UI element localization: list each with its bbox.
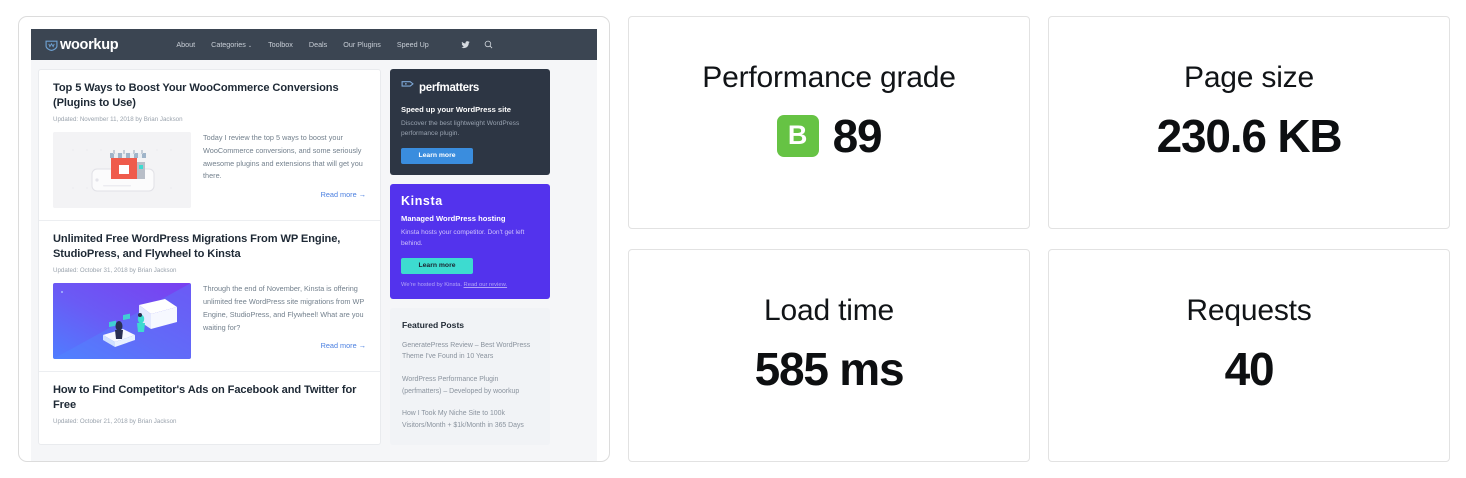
ad-headline: Speed up your WordPress site — [401, 105, 511, 114]
article-thumbnail[interactable] — [53, 283, 191, 360]
ad-learn-more-button[interactable]: Learn more — [401, 257, 473, 274]
perfmatters-logo-icon — [401, 79, 414, 97]
ad-learn-more-button[interactable]: Learn more — [401, 148, 473, 165]
article-title[interactable]: Unlimited Free WordPress Migrations From… — [53, 233, 341, 261]
read-more-link[interactable]: Read more → — [320, 341, 366, 351]
article-item[interactable]: Top 5 Ways to Boost Your WooCommerce Con… — [39, 70, 380, 222]
nav-link-speed-up[interactable]: Speed Up — [397, 40, 429, 49]
article-title[interactable]: How to Find Competitor's Ads on Facebook… — [53, 384, 357, 412]
metric-value: 230.6 KB — [1156, 109, 1343, 162]
article-meta: Updated: October 31, 2018 by Brian Jacks… — [53, 267, 177, 275]
metric-label: Load time — [764, 293, 894, 327]
site-navbar: woorkup About Categories ⌄ Toolbox Deals — [31, 29, 597, 60]
article-title[interactable]: Top 5 Ways to Boost Your WooCommerce Con… — [53, 82, 339, 110]
site-sidebar: perfmatters Speed up your WordPress site… — [390, 69, 550, 446]
metric-value-row: 230.6 KB — [1156, 109, 1343, 162]
featured-post-item[interactable]: GeneratePress Review – Best WordPress Th… — [402, 341, 531, 361]
metric-value: 89 — [832, 109, 883, 162]
kinsta-wordmark: Kinsta — [401, 194, 443, 209]
metric-value: 40 — [1224, 342, 1275, 395]
nav-link-label: Toolbox — [268, 40, 293, 49]
website-preview-viewport: woorkup About Categories ⌄ Toolbox Deals — [31, 29, 597, 461]
woocommerce-storefront-phone-illustration — [53, 132, 191, 209]
nav-link-categories[interactable]: Categories ⌄ — [211, 40, 252, 49]
ad-perfmatters[interactable]: perfmatters Speed up your WordPress site… — [390, 69, 550, 176]
article-meta: Updated: October 21, 2018 by Brian Jacks… — [53, 418, 177, 426]
featured-posts-widget: Featured Posts GeneratePress Review – Be… — [390, 307, 550, 446]
metric-card-load-time: Load time 585 ms — [628, 249, 1030, 462]
ad-brand-text: perfmatters — [419, 82, 479, 94]
featured-post-item[interactable]: How I Took My Niche Site to 100k Visitor… — [402, 410, 524, 429]
article-excerpt: Through the end of November, Kinsta is o… — [203, 284, 365, 332]
ad-footnote-text: We're hosted by Kinsta. — [401, 281, 464, 288]
metric-card-requests: Requests 40 — [1048, 249, 1450, 462]
read-more-link[interactable]: Read more → — [320, 190, 366, 200]
search-icon[interactable] — [484, 40, 493, 49]
ad-subtext: Discover the best lightweight WordPress … — [401, 120, 520, 138]
metric-label: Performance grade — [702, 60, 956, 94]
website-preview-panel: woorkup About Categories ⌄ Toolbox Deals — [18, 16, 610, 462]
featured-posts-title: Featured Posts — [402, 319, 465, 330]
metric-label: Page size — [1184, 60, 1314, 94]
metric-label: Requests — [1186, 293, 1312, 327]
nav-link-label: Deals — [308, 40, 328, 49]
nav-link-label: Our Plugins — [343, 40, 381, 49]
metric-value-row: 585 ms — [754, 342, 905, 395]
site-logo-text: woorkup — [60, 36, 119, 53]
article-excerpt-wrap: Through the end of November, Kinsta is o… — [203, 283, 366, 359]
twitter-icon[interactable] — [461, 40, 470, 49]
metric-value: 585 ms — [754, 342, 905, 395]
shield-w-icon — [45, 39, 58, 52]
nav-link-about[interactable]: About — [176, 40, 195, 49]
article-list: Top 5 Ways to Boost Your WooCommerce Con… — [38, 69, 381, 446]
ad-footnote: We're hosted by Kinsta. Read our review. — [401, 282, 539, 288]
metric-value-row: 40 — [1224, 342, 1275, 395]
article-body: Through the end of November, Kinsta is o… — [53, 283, 366, 360]
site-nav-links: About Categories ⌄ Toolbox Deals Our Plu… — [176, 40, 493, 49]
nav-link-toolbox[interactable]: Toolbox — [268, 40, 293, 49]
article-body: Today I review the top 5 ways to boost y… — [53, 132, 366, 209]
site-content: Top 5 Ways to Boost Your WooCommerce Con… — [31, 60, 597, 446]
article-excerpt: Today I review the top 5 ways to boost y… — [203, 133, 363, 181]
ad-brand: perfmatters — [401, 79, 539, 97]
nav-link-label: Categories — [211, 40, 246, 49]
article-item[interactable]: How to Find Competitor's Ads on Facebook… — [39, 372, 380, 437]
ad-kinsta[interactable]: Kinsta Managed WordPress hosting Kinsta … — [390, 184, 550, 299]
article-thumbnail[interactable] — [53, 132, 191, 209]
article-item[interactable]: Unlimited Free WordPress Migrations From… — [39, 221, 380, 373]
moving-truck-isometric-illustration — [53, 283, 191, 360]
metric-value-row: B 89 — [776, 109, 883, 162]
nav-link-label: Speed Up — [396, 40, 429, 49]
article-meta: Updated: November 11, 2018 by Brian Jack… — [53, 116, 183, 124]
ad-headline: Managed WordPress hosting — [401, 214, 506, 224]
grade-badge: B — [776, 114, 819, 157]
featured-post-item[interactable]: WordPress Performance Plugin (perfmatter… — [402, 376, 520, 395]
metrics-grid: Performance grade B 89 Page size 230.6 K… — [628, 16, 1450, 462]
metric-card-performance-grade: Performance grade B 89 — [628, 16, 1030, 229]
nav-link-our-plugins[interactable]: Our Plugins — [343, 40, 381, 49]
article-excerpt-wrap: Today I review the top 5 ways to boost y… — [203, 132, 366, 208]
nav-link-deals[interactable]: Deals — [309, 40, 327, 49]
site-nav-icons — [461, 40, 493, 49]
metric-card-page-size: Page size 230.6 KB — [1048, 16, 1450, 229]
site-logo[interactable]: woorkup — [45, 36, 119, 53]
ad-subtext: Kinsta hosts your competitor. Don't get … — [401, 229, 525, 247]
nav-link-label: About — [176, 40, 196, 49]
ad-footnote-link[interactable]: Read our review. — [463, 281, 508, 288]
chevron-down-icon: ⌄ — [247, 42, 253, 49]
